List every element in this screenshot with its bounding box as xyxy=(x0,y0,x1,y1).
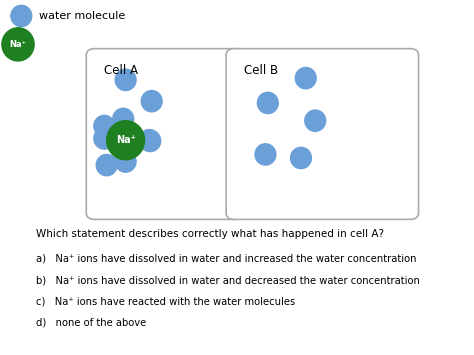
Text: Which statement describes correctly what has happened in cell A?: Which statement describes correctly what… xyxy=(36,229,383,239)
Ellipse shape xyxy=(141,91,162,112)
Ellipse shape xyxy=(115,151,136,172)
Ellipse shape xyxy=(305,110,326,131)
Ellipse shape xyxy=(94,128,115,149)
Ellipse shape xyxy=(2,28,34,61)
Ellipse shape xyxy=(11,5,32,27)
FancyBboxPatch shape xyxy=(226,49,419,219)
Text: Na⁺: Na⁺ xyxy=(9,40,27,49)
Ellipse shape xyxy=(113,108,134,130)
Text: b)   Na⁺ ions have dissolved in water and decreased the water concentration: b) Na⁺ ions have dissolved in water and … xyxy=(36,275,419,285)
Text: a)   Na⁺ ions have dissolved in water and increased the water concentration: a) Na⁺ ions have dissolved in water and … xyxy=(36,254,416,264)
Ellipse shape xyxy=(291,147,311,169)
Ellipse shape xyxy=(295,67,316,89)
Ellipse shape xyxy=(107,121,145,160)
Ellipse shape xyxy=(94,115,115,137)
Ellipse shape xyxy=(257,92,278,114)
Text: d)   none of the above: d) none of the above xyxy=(36,318,146,328)
Text: Cell A: Cell A xyxy=(104,64,138,77)
FancyBboxPatch shape xyxy=(86,49,243,219)
Ellipse shape xyxy=(115,69,136,91)
Ellipse shape xyxy=(255,144,276,165)
Text: Cell B: Cell B xyxy=(244,64,278,77)
Text: Na⁺: Na⁺ xyxy=(116,135,136,145)
Text: water molecule: water molecule xyxy=(39,11,126,21)
Ellipse shape xyxy=(96,154,117,176)
Ellipse shape xyxy=(140,130,161,152)
Ellipse shape xyxy=(139,130,160,151)
Text: c)   Na⁺ ions have reacted with the water molecules: c) Na⁺ ions have reacted with the water … xyxy=(36,296,295,306)
